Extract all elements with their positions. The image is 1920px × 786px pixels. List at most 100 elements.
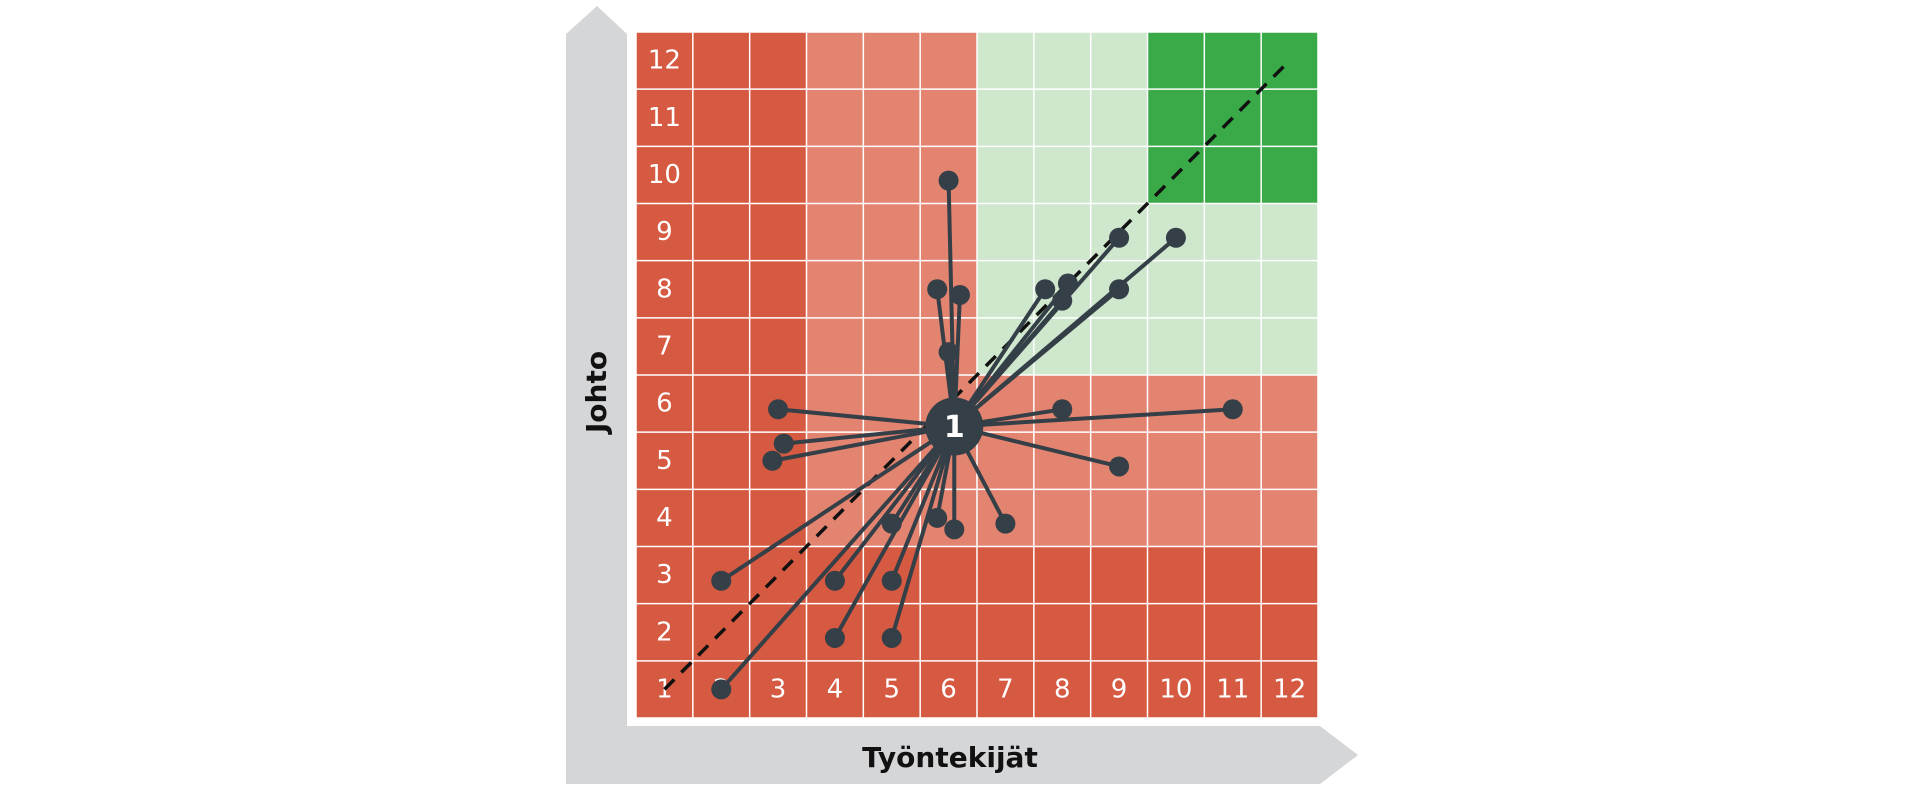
data-points <box>711 170 1243 700</box>
grid-cell-6-11 <box>920 89 977 147</box>
grid-cell-9-11 <box>1090 89 1148 147</box>
y-tick-label-11: 11 <box>648 103 681 133</box>
grid-cell-12-10 <box>1261 146 1318 204</box>
grid-cell-12-12 <box>1261 32 1318 90</box>
grid-cell-9-4 <box>1090 489 1148 547</box>
data-point-8 <box>1109 227 1130 248</box>
grid-cell-11-5 <box>1204 432 1262 490</box>
grid-cell-10-5 <box>1147 432 1205 490</box>
grid-cell-12-11 <box>1261 89 1318 147</box>
grid-lines <box>635 31 1319 719</box>
grid-cell-1-3 <box>636 546 693 604</box>
x-tick-label-11: 11 <box>1216 674 1249 704</box>
grid-cell-10-3 <box>1147 546 1205 604</box>
center-point <box>925 397 984 456</box>
x-tick-label-5: 5 <box>883 674 900 704</box>
grid-cell-5-8 <box>863 260 921 318</box>
grid-cell-12-6 <box>1261 375 1318 433</box>
grid-cell-1-7 <box>636 317 693 375</box>
grid-cell-3-4 <box>749 489 807 547</box>
spoke-13 <box>772 424 955 463</box>
data-point-19 <box>927 507 948 528</box>
grid-cell-7-9 <box>977 203 1034 261</box>
y-tick-label-3: 3 <box>656 560 673 590</box>
grid-cell-3-11 <box>749 89 807 147</box>
y-tick-label-12: 12 <box>648 46 681 76</box>
grid-cell-4-7 <box>806 317 864 375</box>
grid-cell-8-3 <box>1033 546 1091 604</box>
grid-cell-9-2 <box>1090 603 1148 661</box>
grid-cell-7-1 <box>977 660 1034 718</box>
grid-cell-8-5 <box>1033 432 1091 490</box>
grid-cell-2-12 <box>692 32 750 90</box>
grid-cell-2-6 <box>692 375 750 433</box>
grid-cell-12-1 <box>1261 660 1318 718</box>
grid-cell-12-3 <box>1261 546 1318 604</box>
y-tick-label-7: 7 <box>656 331 673 361</box>
data-point-3 <box>949 284 970 305</box>
grid-cell-8-12 <box>1033 32 1091 90</box>
grid-cell-11-3 <box>1204 546 1262 604</box>
diagonal-reference-line <box>663 59 1291 691</box>
grid-cell-3-12 <box>749 32 807 90</box>
x-tick-label-12: 12 <box>1273 674 1306 704</box>
grid-cell-2-7 <box>692 317 750 375</box>
spoke-22 <box>833 425 956 583</box>
x-axis-title: Työntekijät <box>862 741 1038 774</box>
grid-cell-7-2 <box>977 603 1034 661</box>
grid-cell-4-1 <box>806 660 864 718</box>
spoke-1 <box>946 180 957 427</box>
grid-cell-10-7 <box>1147 317 1205 375</box>
grid-cell-8-4 <box>1033 489 1091 547</box>
grid-cell-3-9 <box>749 203 807 261</box>
data-point-20 <box>881 513 902 534</box>
data-point-9 <box>1109 279 1130 300</box>
grid-cell-5-9 <box>863 203 921 261</box>
y-tick-label-8: 8 <box>656 274 673 304</box>
data-point-12 <box>773 433 794 454</box>
grid-cell-5-10 <box>863 146 921 204</box>
grid-cell-12-2 <box>1261 603 1318 661</box>
grid-cell-6-12 <box>920 32 977 90</box>
grid-cell-2-4 <box>692 489 750 547</box>
grid-cell-4-11 <box>806 89 864 147</box>
grid-cell-10-12 <box>1147 32 1205 90</box>
grid-cell-2-5 <box>692 432 750 490</box>
grid-cell-8-1 <box>1033 660 1091 718</box>
grid-cell-7-11 <box>977 89 1034 147</box>
grid-cell-5-1 <box>863 660 921 718</box>
grid-cell-9-1 <box>1090 660 1148 718</box>
grid-cell-1-12 <box>636 32 693 90</box>
grid-cell-10-2 <box>1147 603 1205 661</box>
data-point-5 <box>1035 279 1056 300</box>
data-point-15 <box>1222 399 1243 420</box>
grid-cell-11-7 <box>1204 317 1262 375</box>
grid-cell-3-10 <box>749 146 807 204</box>
grid-cell-1-4 <box>636 489 693 547</box>
grid-cell-2-10 <box>692 146 750 204</box>
grid-cell-4-8 <box>806 260 864 318</box>
grid-cell-9-10 <box>1090 146 1148 204</box>
grid-cell-2-11 <box>692 89 750 147</box>
y-tick-label-6: 6 <box>656 389 673 419</box>
grid-cell-11-9 <box>1204 203 1262 261</box>
grid-cell-4-6 <box>806 375 864 433</box>
data-point-11 <box>768 399 789 420</box>
grid-cell-1-11 <box>636 89 693 147</box>
data-point-14 <box>1052 399 1073 420</box>
spoke-15 <box>954 407 1233 429</box>
axis-arrows <box>566 6 1358 784</box>
x-tick-label-9: 9 <box>1111 674 1128 704</box>
y-tick-label-5: 5 <box>656 446 673 476</box>
grid-cell-12-7 <box>1261 317 1318 375</box>
data-point-17 <box>995 513 1016 534</box>
data-point-7 <box>1052 290 1073 311</box>
spoke-26 <box>719 425 956 691</box>
x-tick-label-4: 4 <box>827 674 844 704</box>
grid-cell-12-5 <box>1261 432 1318 490</box>
y-axis-title: Johto <box>580 351 613 435</box>
spoke-11 <box>777 407 955 429</box>
y-tick-label-10: 10 <box>648 160 681 190</box>
grid-cell-11-1 <box>1204 660 1262 718</box>
